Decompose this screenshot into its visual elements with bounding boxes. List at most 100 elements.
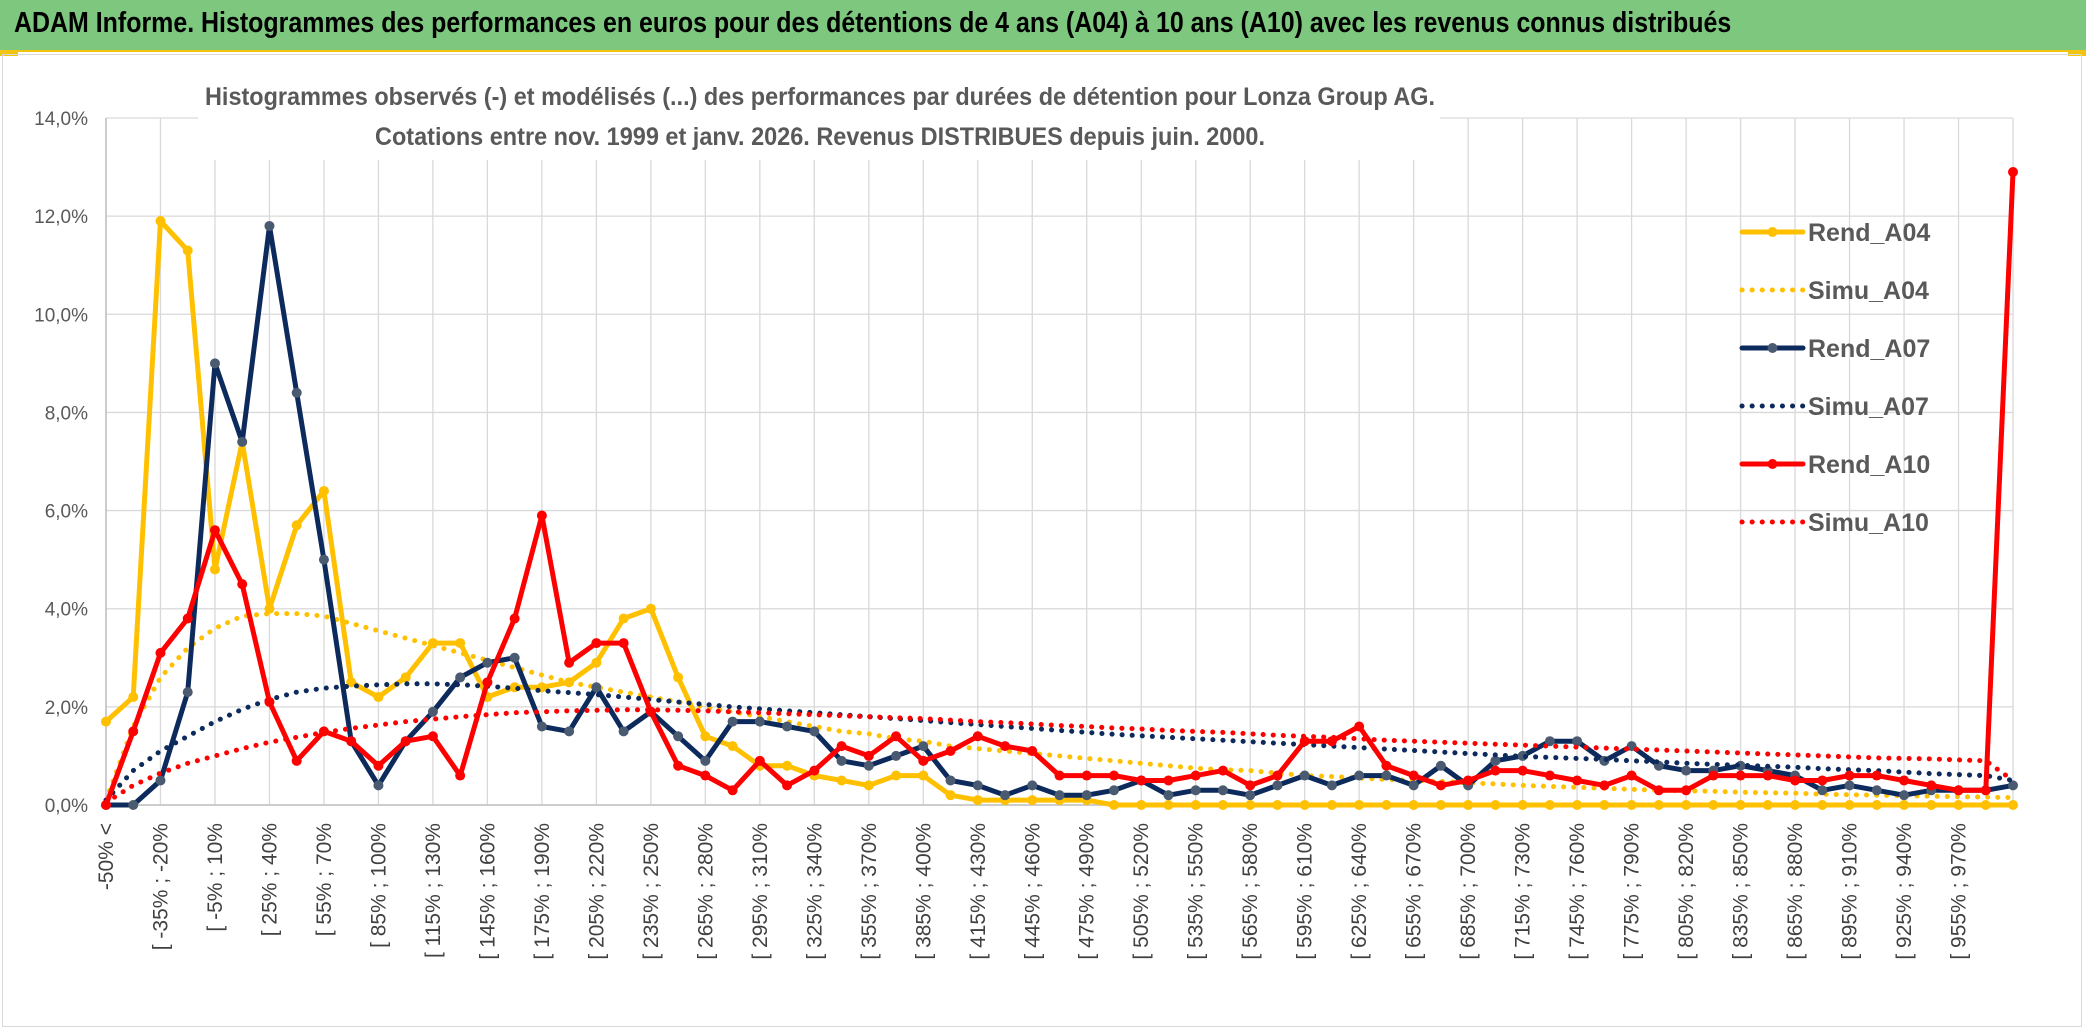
data-point <box>291 755 302 766</box>
data-point <box>727 716 738 727</box>
x-tick-label: [ 775% ; 790% <box>1621 823 1644 960</box>
data-point <box>1790 800 1801 810</box>
data-point <box>482 657 493 668</box>
legend-marker <box>1767 459 1778 469</box>
legend-label: Rend_A10 <box>1808 451 1930 479</box>
data-point <box>700 731 711 742</box>
data-point <box>209 525 220 536</box>
data-point <box>455 770 466 781</box>
y-tick-label: 10,0% <box>34 305 88 326</box>
data-point <box>1381 800 1392 810</box>
data-point <box>264 603 275 614</box>
data-point <box>1217 785 1228 796</box>
data-point <box>182 245 193 256</box>
series-rend-a04 <box>101 216 2018 810</box>
x-tick-label: [ 235% ; 250% <box>640 823 663 960</box>
x-tick-label: [ 655% ; 670% <box>1403 823 1426 960</box>
data-point <box>128 800 139 810</box>
series-group <box>101 166 2018 810</box>
data-point <box>918 770 929 781</box>
data-point <box>591 657 602 668</box>
data-point <box>1926 800 1937 810</box>
series-simu-a04 <box>103 611 2016 803</box>
data-point <box>1245 780 1256 791</box>
series-simu-a07 <box>103 681 2016 803</box>
data-point <box>128 692 139 703</box>
data-point <box>1435 800 1446 810</box>
x-tick-label: [ 685% ; 700% <box>1457 823 1480 960</box>
y-axis: 0,0% 2,0% 4,0% 6,0% 8,0% 10,0% 12,0% 14,0% <box>34 109 107 817</box>
data-point <box>427 706 438 717</box>
data-point <box>1217 765 1228 776</box>
data-point <box>1490 765 1501 776</box>
data-point <box>1408 770 1419 781</box>
data-point <box>1653 785 1664 796</box>
data-point <box>1354 800 1365 810</box>
data-point <box>1354 770 1365 781</box>
series-line-simu-a07 <box>103 681 2016 803</box>
data-point <box>1272 800 1283 810</box>
legend-label: Simu_A04 <box>1808 277 1929 305</box>
data-point <box>1817 785 1828 796</box>
data-point <box>1790 775 1801 786</box>
x-tick-label: [ 355% ; 370% <box>858 823 881 960</box>
data-point <box>455 672 466 683</box>
x-tick-label: [ 295% ; 310% <box>749 823 772 960</box>
data-point <box>1844 800 1855 810</box>
report-banner: ADAM Informe. Histogrammes des performan… <box>0 0 2086 52</box>
data-point <box>1544 800 1555 810</box>
data-point <box>1027 795 1038 806</box>
data-point <box>1762 770 1773 781</box>
data-point <box>972 795 983 806</box>
y-tick-label: 0,0% <box>45 796 88 817</box>
data-point <box>727 785 738 796</box>
series-line-rend-a10 <box>103 169 2016 808</box>
data-point <box>1572 800 1583 810</box>
x-tick-label: [ 865% ; 880% <box>1784 823 1807 960</box>
data-point <box>1817 775 1828 786</box>
data-point <box>1626 770 1637 781</box>
data-point <box>1544 736 1555 747</box>
x-tick-label: [ 805% ; 820% <box>1675 823 1698 960</box>
data-point <box>1871 770 1882 781</box>
data-point <box>836 755 847 766</box>
x-tick-label: [ 415% ; 430% <box>967 823 990 960</box>
data-point <box>591 638 602 649</box>
data-point <box>618 613 629 624</box>
data-point <box>618 638 629 649</box>
data-point <box>1408 800 1419 810</box>
y-tick-label: 2,0% <box>45 698 88 719</box>
data-point <box>373 780 384 791</box>
data-point <box>1599 800 1610 810</box>
data-point <box>727 741 738 752</box>
report-title: ADAM Informe. Histogrammes des performan… <box>14 7 1732 39</box>
data-point <box>1871 785 1882 796</box>
data-point <box>291 387 302 398</box>
data-point <box>1000 790 1011 801</box>
x-tick-label: [ 595% ; 610% <box>1294 823 1317 960</box>
x-tick-label: [ 385% ; 400% <box>912 823 935 960</box>
x-tick-label: [ 925% ; 940% <box>1893 823 1916 960</box>
x-tick-label: [ 115% ; 130% <box>422 823 445 958</box>
data-point <box>673 760 684 771</box>
data-point <box>945 790 956 801</box>
x-tick-label: [ -35% ; -20% <box>149 823 172 950</box>
data-point <box>1163 790 1174 801</box>
data-point <box>1490 800 1501 810</box>
y-tick-label: 14,0% <box>34 109 88 130</box>
data-point <box>1326 780 1337 791</box>
data-point <box>1435 760 1446 771</box>
data-point <box>972 780 983 791</box>
data-point <box>373 692 384 703</box>
data-point <box>1463 800 1474 810</box>
legend-label: Simu_A07 <box>1808 393 1929 421</box>
data-point <box>673 672 684 683</box>
series-simu-a10 <box>103 707 2016 805</box>
chart-title-line2: Cotations entre nov. 1999 et janv. 2026.… <box>375 123 1265 151</box>
legend-marker <box>1767 343 1778 353</box>
banner-accent-right <box>2068 50 2086 56</box>
data-point <box>509 652 520 663</box>
data-point <box>1163 775 1174 786</box>
data-point <box>1163 800 1174 810</box>
data-point <box>318 554 329 565</box>
